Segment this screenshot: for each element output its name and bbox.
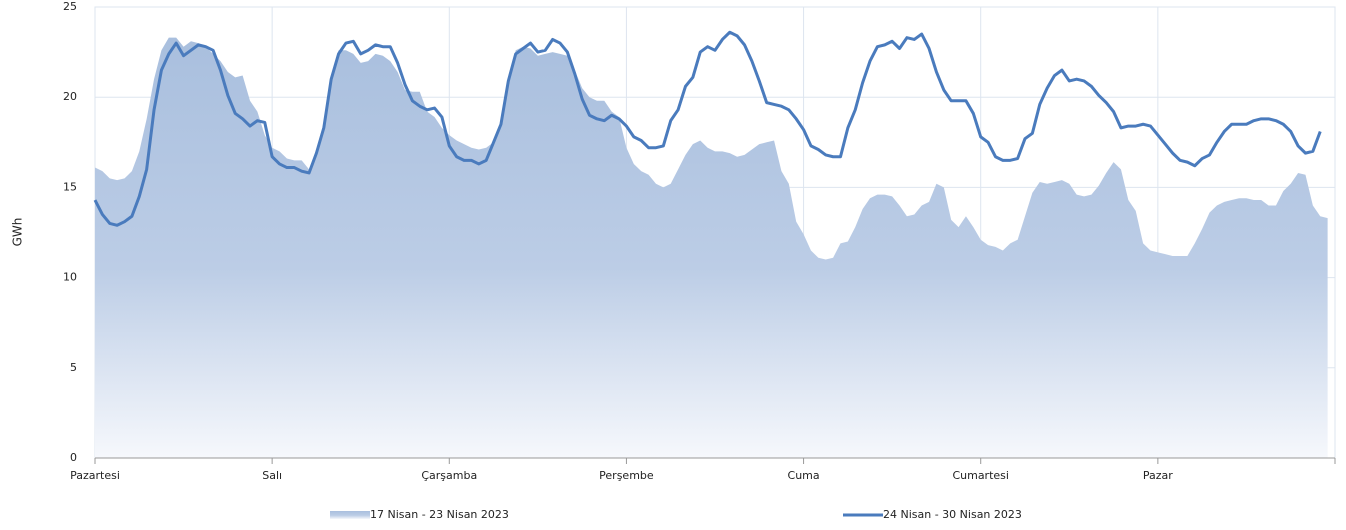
y-tick-label: 10	[63, 271, 77, 284]
x-tick-label: Pazar	[1143, 469, 1173, 482]
legend-swatch	[330, 511, 370, 519]
y-tick-label: 15	[63, 180, 77, 193]
area	[95, 37, 1328, 458]
legend-label: 24 Nisan - 30 Nisan 2023	[883, 508, 1022, 521]
legend-label: 17 Nisan - 23 Nisan 2023	[370, 508, 509, 521]
x-tick-label: Cumartesi	[952, 469, 1009, 482]
y-tick-label: 25	[63, 0, 77, 13]
y-tick-label: 5	[70, 361, 77, 374]
y-tick-label: 20	[63, 90, 77, 103]
x-tick-label: Çarşamba	[421, 469, 477, 482]
line	[93, 30, 1322, 227]
x-tick-label: Salı	[262, 469, 282, 482]
y-tick-label: 0	[70, 451, 77, 464]
x-tick-label: Perşembe	[599, 469, 654, 482]
x-tick-label: Pazartesi	[70, 469, 120, 482]
y-axis-label: GWh	[11, 218, 25, 247]
x-tick-label: Cuma	[788, 469, 820, 482]
